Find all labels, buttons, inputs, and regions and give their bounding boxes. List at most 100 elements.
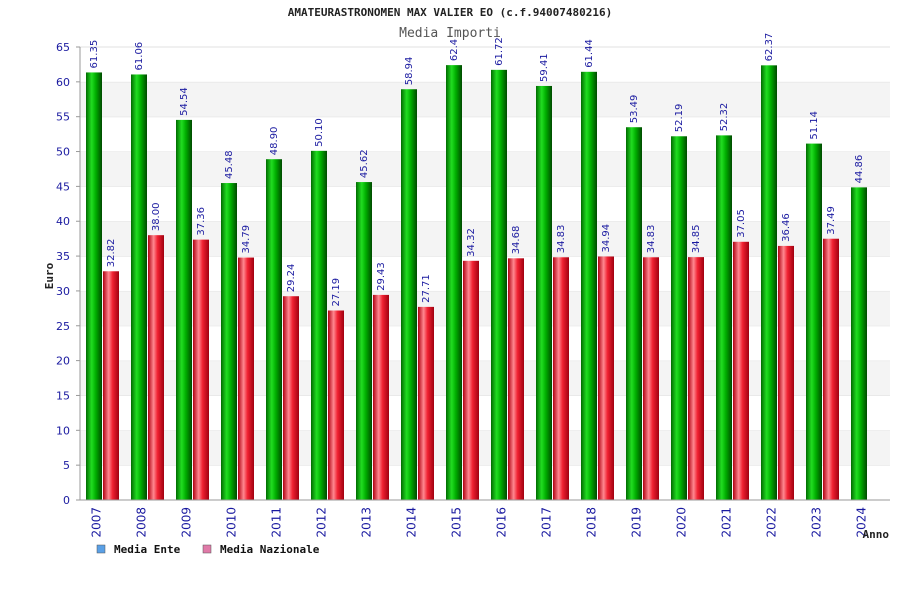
- bar-media-ente-2016: [491, 69, 507, 501]
- x-tick-label-2018: 2018: [585, 507, 599, 538]
- bar-media-nazionale-2014: [418, 306, 434, 500]
- x-tick-label-2022: 2022: [765, 507, 779, 538]
- y-tick-label: 55: [56, 111, 70, 124]
- legend-label-media-ente: Media Ente: [114, 543, 181, 556]
- value-label-media-ente-2016: 61.72: [494, 37, 505, 66]
- bar-media-ente-2021: [716, 135, 732, 500]
- x-tick-label-2020: 2020: [675, 507, 689, 538]
- bar-media-ente-2011: [266, 159, 282, 500]
- value-label-media-nazionale-2018: 34.94: [601, 224, 612, 253]
- bar-media-ente-2019: [626, 127, 642, 500]
- value-label-media-nazionale-2019: 34.83: [646, 225, 657, 254]
- value-label-media-ente-2024: 44.86: [854, 155, 865, 184]
- value-label-media-ente-2010: 45.48: [224, 150, 235, 179]
- bar-media-nazionale-2020: [688, 257, 704, 500]
- y-tick-label: 45: [56, 180, 70, 193]
- x-tick-label-2023: 2023: [810, 507, 824, 538]
- x-tick-label-2010: 2010: [225, 507, 239, 538]
- y-tick-label: 35: [56, 250, 70, 263]
- grid-band: [80, 81, 890, 117]
- value-label-media-ente-2007: 61.35: [89, 40, 100, 69]
- y-tick-label: 10: [56, 424, 70, 437]
- x-tick-label-2011: 2011: [270, 507, 284, 538]
- x-tick-label-2017: 2017: [540, 507, 554, 538]
- x-tick-label-2008: 2008: [135, 507, 149, 538]
- legend-swatch-media-nazionale: [202, 544, 212, 554]
- x-axis-label: Anno: [863, 528, 890, 541]
- value-label-media-nazionale-2010: 34.79: [241, 225, 252, 254]
- legend-label-media-nazionale: Media Nazionale: [220, 543, 320, 556]
- x-tick-label-2013: 2013: [360, 507, 374, 538]
- chart-subtitle: Media Importi: [399, 26, 501, 41]
- y-tick-label: 5: [63, 459, 70, 472]
- grid-band: [80, 116, 890, 152]
- value-label-media-ente-2008: 61.06: [134, 42, 145, 71]
- chart-title: AMATEURASTRONOMEN MAX VALIER EO (c.f.940…: [288, 6, 613, 19]
- bar-media-nazionale-2017: [553, 257, 569, 500]
- value-label-media-nazionale-2012: 27.19: [331, 278, 342, 307]
- bar-media-ente-2013: [356, 182, 372, 500]
- value-label-media-nazionale-2007: 32.82: [106, 239, 117, 268]
- bar-media-nazionale-2023: [823, 238, 839, 500]
- grid-band: [80, 221, 890, 257]
- value-label-media-nazionale-2009: 37.36: [196, 207, 207, 236]
- bar-media-ente-2020: [671, 136, 687, 500]
- grid-band: [80, 151, 890, 187]
- value-label-media-nazionale-2023: 37.49: [826, 206, 837, 235]
- grid-band: [80, 465, 890, 500]
- grid-band: [80, 186, 890, 222]
- value-label-media-ente-2015: 62.4: [449, 39, 460, 61]
- x-tick-label-2012: 2012: [315, 507, 329, 538]
- x-tick-label-2024: 2024: [855, 507, 869, 538]
- value-label-media-nazionale-2011: 29.24: [286, 264, 297, 293]
- bar-media-nazionale-2018: [598, 256, 614, 500]
- bar-media-nazionale-2008: [148, 235, 164, 500]
- grid-bands: [80, 46, 890, 500]
- value-label-media-nazionale-2008: 38.00: [151, 203, 162, 232]
- x-tick-label-2015: 2015: [450, 507, 464, 538]
- y-tick-label: 60: [56, 76, 70, 89]
- bar-media-nazionale-2007: [103, 271, 119, 500]
- value-label-media-ente-2014: 58.94: [404, 57, 415, 86]
- value-label-media-nazionale-2017: 34.83: [556, 225, 567, 254]
- value-label-media-ente-2018: 61.44: [584, 39, 595, 68]
- x-tick-label-2021: 2021: [720, 507, 734, 538]
- value-label-media-ente-2011: 48.90: [269, 127, 280, 156]
- x-axis-ticks: 2007 2008 2009 2010 2011 2012 2013 2014 2015 2016…: [90, 507, 869, 538]
- bar-media-ente-2017: [536, 85, 552, 500]
- value-labels: 61.35 32.82 61.06 38.00 54.54 37.36 45.48 34.79…: [89, 33, 865, 307]
- bar-media-ente-2007: [86, 72, 102, 501]
- grid-band: [80, 290, 890, 326]
- value-label-media-ente-2021: 52.32: [719, 103, 730, 132]
- bar-media-nazionale-2016: [508, 258, 524, 500]
- bar-media-nazionale-2012: [328, 310, 344, 500]
- bar-media-ente-2018: [581, 71, 597, 501]
- bar-media-ente-2012: [311, 150, 327, 500]
- y-tick-label: 65: [56, 41, 70, 54]
- legend: Media Ente Media Nazionale: [96, 543, 320, 556]
- value-label-media-ente-2013: 45.62: [359, 149, 370, 178]
- bar-media-nazionale-2009: [193, 239, 209, 501]
- bar-media-ente-2023: [806, 143, 822, 500]
- bar-media-ente-2015: [446, 65, 462, 501]
- bar-media-ente-2009: [176, 119, 192, 500]
- value-label-media-ente-2017: 59.41: [539, 53, 550, 82]
- value-label-media-nazionale-2014: 27.71: [421, 274, 432, 303]
- y-tick-label: 25: [56, 320, 70, 333]
- value-label-media-ente-2023: 51.14: [809, 111, 820, 140]
- grid-band: [80, 360, 890, 396]
- y-tick-label: 15: [56, 389, 70, 402]
- x-tick-label-2016: 2016: [495, 507, 509, 538]
- x-tick-label-2019: 2019: [630, 507, 644, 538]
- y-axis-label: Euro: [43, 262, 56, 289]
- value-label-media-nazionale-2015: 34.32: [466, 228, 477, 257]
- y-tick-label: 40: [56, 215, 70, 228]
- value-label-media-nazionale-2013: 29.43: [376, 262, 387, 291]
- bar-media-ente-2010: [221, 183, 237, 501]
- y-axis-ticks: 0 5 10 15 20 25 30 35 40 45 50 55 60 65: [56, 41, 80, 507]
- bar-media-nazionale-2019: [643, 257, 659, 500]
- bar-media-nazionale-2022: [778, 245, 794, 500]
- x-tick-label-2007: 2007: [90, 507, 104, 538]
- grid-band: [80, 47, 890, 82]
